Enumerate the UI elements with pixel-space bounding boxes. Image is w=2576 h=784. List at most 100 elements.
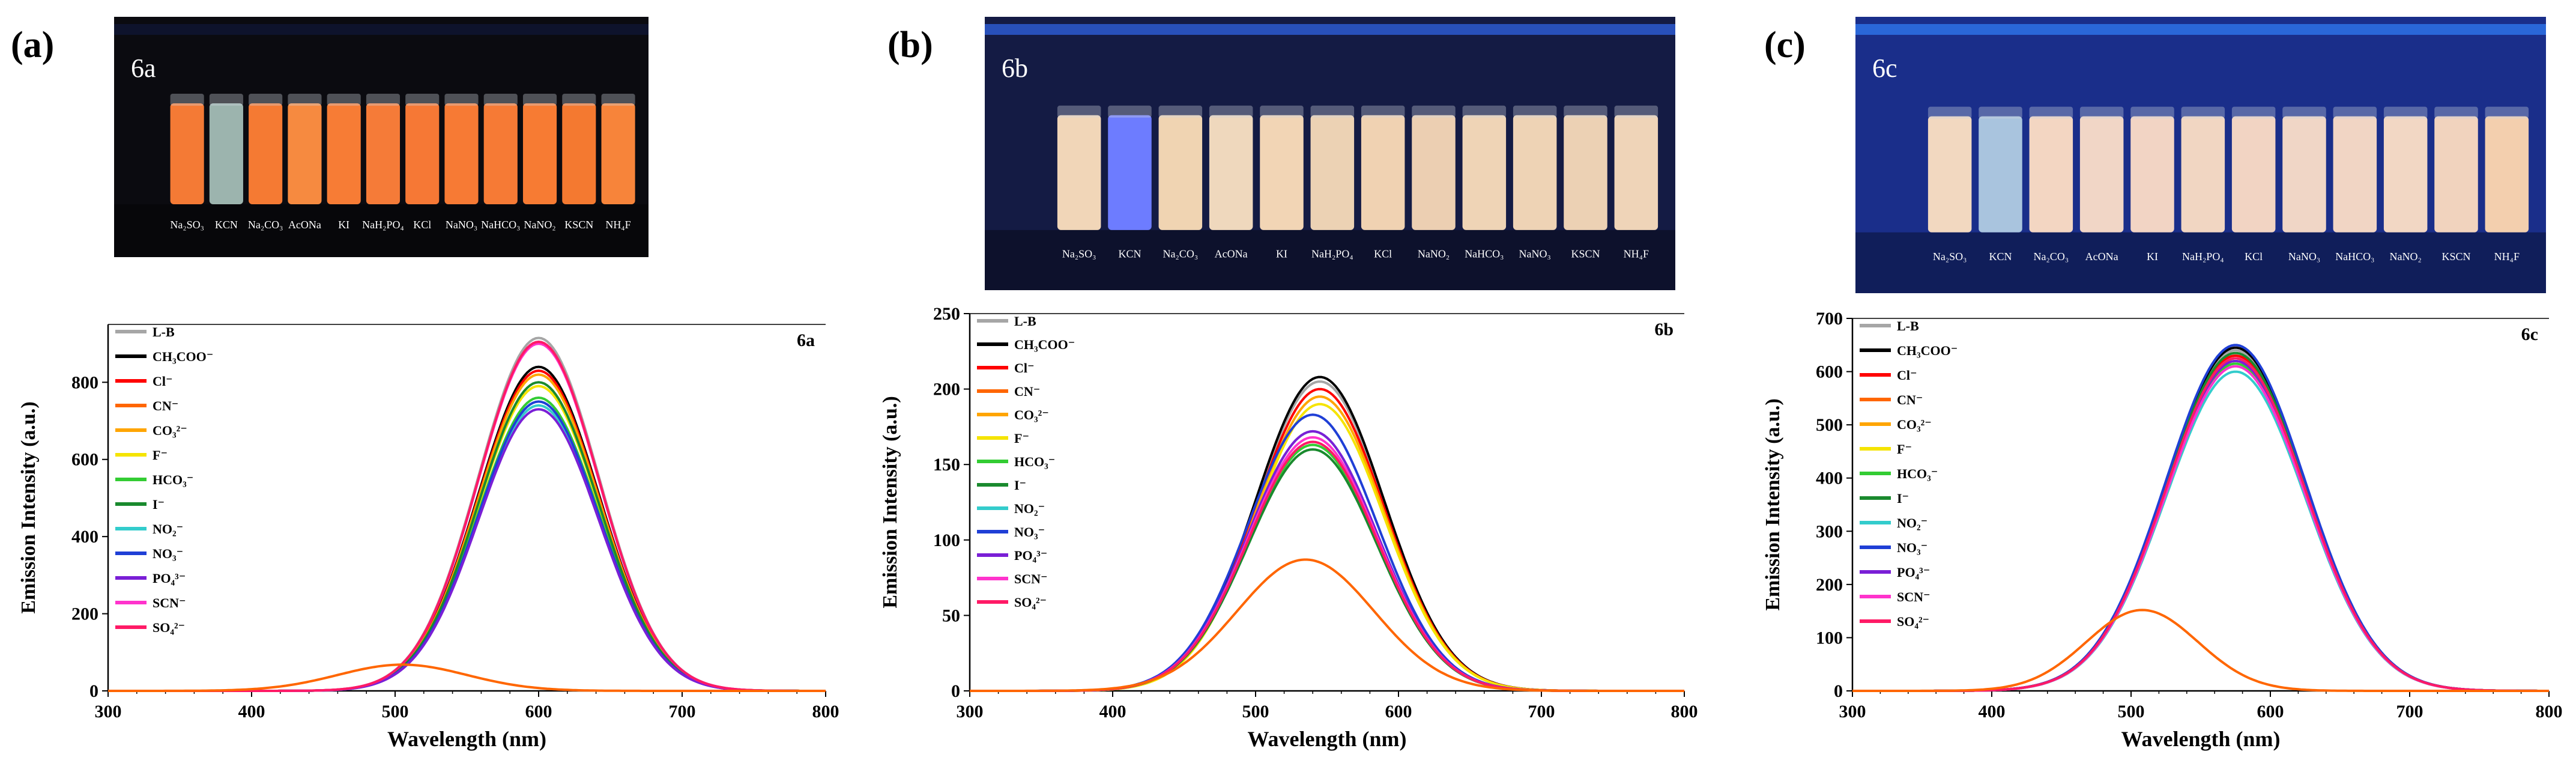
photo-tag: 6a — [131, 53, 156, 83]
vial-cap — [2383, 106, 2428, 119]
vial-label: KSCN — [564, 219, 593, 231]
x-tick-label: 500 — [1242, 702, 1269, 722]
photo-tag: 6b — [1002, 53, 1028, 83]
x-tick-label: 300 — [1839, 702, 1866, 722]
vial-cap — [2333, 106, 2377, 119]
vial — [1260, 115, 1304, 230]
x-tick-label: 700 — [669, 702, 696, 722]
legend-label: Cl⁻ — [1897, 368, 1917, 383]
plot-tag: 6b — [1654, 320, 1673, 339]
vial-label: AcONa — [2085, 251, 2118, 263]
legend-label: HCO₃⁻ — [1897, 466, 1938, 481]
photo-6b: 6b Na₂SO₃ KCN Na₂CO₃ AcONa KI NaH₂PO₄ KCl NaNO₂ N… — [985, 17, 1675, 290]
vial-label: NaH₂PO₄ — [1311, 248, 1353, 260]
vial — [405, 103, 440, 204]
vial — [522, 103, 557, 204]
x-axis-label: Wavelength (nm) — [387, 727, 546, 751]
uv-lamp-bar — [1855, 24, 2546, 35]
vial — [249, 103, 283, 204]
legend-label: NO₂⁻ — [153, 521, 183, 536]
vial — [2079, 116, 2124, 232]
legend-label: I⁻ — [1897, 491, 1909, 506]
x-axis-label: Wavelength (nm) — [1248, 727, 1407, 751]
series-line — [108, 336, 826, 692]
y-tick-label: 0 — [951, 681, 960, 701]
plot-tag: 6a — [797, 330, 815, 350]
vial-label: NaNO₃ — [2288, 251, 2320, 263]
vial-cap — [288, 94, 322, 106]
vial-label: NaNO₂ — [524, 219, 555, 231]
vial-cap — [1513, 105, 1557, 118]
legend-label: SO₄²⁻ — [1014, 595, 1047, 610]
y-tick-label: 100 — [933, 530, 960, 550]
legend-label: CO₃²⁻ — [1897, 417, 1932, 432]
vial — [2333, 116, 2377, 232]
legend-label: CN⁻ — [1014, 384, 1040, 399]
vial-label: KCl — [413, 219, 431, 231]
panel-label: (b) — [887, 25, 933, 65]
legend-label: F⁻ — [153, 448, 168, 463]
vial-cap — [1108, 105, 1152, 118]
x-tick-label: 800 — [812, 702, 839, 722]
uv-lamp-bar — [114, 24, 649, 35]
legend-label: Cl⁻ — [1014, 360, 1035, 375]
panel-label: (c) — [1764, 25, 1806, 65]
vial — [1310, 115, 1355, 230]
vial-cap — [1158, 105, 1203, 118]
legend-label: CN⁻ — [153, 398, 178, 413]
vial — [2130, 116, 2174, 232]
vial — [601, 103, 635, 204]
x-tick-label: 400 — [238, 702, 265, 722]
vial-cap — [2029, 106, 2073, 119]
vial-cap — [1310, 105, 1355, 118]
y-tick-label: 200 — [71, 604, 98, 624]
vial — [483, 103, 518, 204]
series-line — [1852, 362, 2549, 692]
vial-cap — [1412, 105, 1456, 118]
vial — [1158, 115, 1203, 230]
series-line — [970, 430, 1684, 692]
plot-tag: 6c — [2521, 324, 2538, 344]
series-line — [970, 387, 1684, 692]
y-tick-label: 50 — [942, 606, 960, 625]
series-line — [970, 443, 1684, 692]
vial-cap — [170, 94, 204, 106]
vial-cap — [2130, 106, 2174, 119]
legend-label: HCO₃⁻ — [153, 472, 193, 487]
vial-label: Na₂SO₃ — [1933, 251, 1967, 263]
vial-cap — [1260, 105, 1304, 118]
vial-cap — [405, 94, 440, 106]
vial — [2231, 116, 2276, 232]
y-tick-label: 150 — [933, 455, 960, 475]
vial — [327, 103, 361, 204]
vial-label: Na₂CO₃ — [2034, 251, 2069, 263]
vial — [1614, 115, 1658, 230]
legend-label: NO₂⁻ — [1014, 501, 1045, 516]
x-tick-label: 600 — [525, 702, 552, 722]
vial-cap — [562, 94, 596, 106]
y-tick-label: 400 — [71, 527, 98, 547]
y-tick-label: 600 — [71, 450, 98, 470]
vial-label: NaH₂PO₄ — [2182, 251, 2224, 263]
vial-cap — [601, 94, 635, 106]
vial-cap — [1462, 105, 1507, 118]
vial-label: KI — [338, 219, 349, 231]
vial — [1412, 115, 1456, 230]
series-line — [970, 436, 1684, 692]
vial-cap — [444, 94, 479, 106]
vial — [366, 103, 401, 204]
vial-label: KCN — [215, 219, 238, 231]
vial — [444, 103, 479, 204]
chart-6b: 300 400 500 600 700 800 0 50 100 150 200 250 Wavelen… — [879, 304, 1698, 751]
photo-6a: 6a Na₂SO₃ KCN Na₂CO₃ AcONa KI NaH₂PO₄ KCl NaNO₃ N… — [114, 17, 649, 257]
y-tick-label: 700 — [1816, 309, 1843, 329]
x-tick-label: 300 — [95, 702, 122, 722]
legend-label: I⁻ — [1014, 478, 1026, 493]
series-line — [108, 408, 826, 692]
photo-base — [114, 204, 649, 257]
legend-label: CO₃²⁻ — [153, 423, 187, 438]
vial-cap — [1614, 105, 1658, 118]
legend-label: SCN⁻ — [1014, 571, 1048, 586]
vial-cap — [1057, 105, 1101, 118]
vial — [1462, 115, 1507, 230]
